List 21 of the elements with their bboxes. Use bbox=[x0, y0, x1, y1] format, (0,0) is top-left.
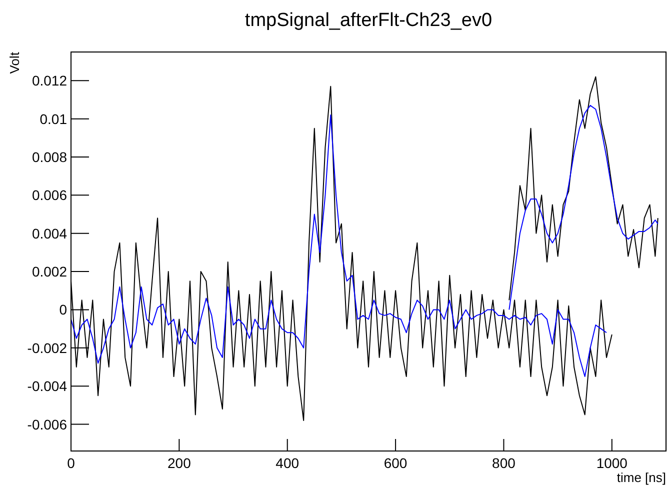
y-tick-label: 0.008 bbox=[32, 149, 68, 165]
y-tick-label: 0 bbox=[59, 302, 68, 318]
y-tick-label: 0.002 bbox=[32, 264, 68, 280]
line-series bbox=[508, 76, 658, 301]
y-tick-label: 0.006 bbox=[32, 187, 68, 204]
x-tick-label: 1000 bbox=[596, 455, 628, 471]
y-tick-label: -0.004 bbox=[27, 378, 68, 394]
y-tick-label: -0.002 bbox=[27, 340, 68, 356]
x-tick-label: 400 bbox=[276, 455, 300, 471]
x-tick-label: 600 bbox=[384, 455, 408, 471]
x-axis-title: time [ns] bbox=[616, 470, 666, 485]
y-tick-label: 0.01 bbox=[40, 110, 68, 127]
y-axis-title: Volt bbox=[7, 52, 22, 74]
y-tick-label: 0.004 bbox=[32, 225, 68, 242]
line-series bbox=[71, 114, 607, 378]
x-tick-label: 200 bbox=[168, 455, 192, 471]
y-tick-label: 0.012 bbox=[32, 72, 68, 89]
line-series bbox=[508, 104, 658, 310]
y-tick-label: -0.006 bbox=[27, 416, 68, 432]
x-tick-label: 800 bbox=[492, 455, 516, 471]
chart-title: tmpSignal_afterFlt-Ch23_ev0 bbox=[244, 10, 492, 31]
